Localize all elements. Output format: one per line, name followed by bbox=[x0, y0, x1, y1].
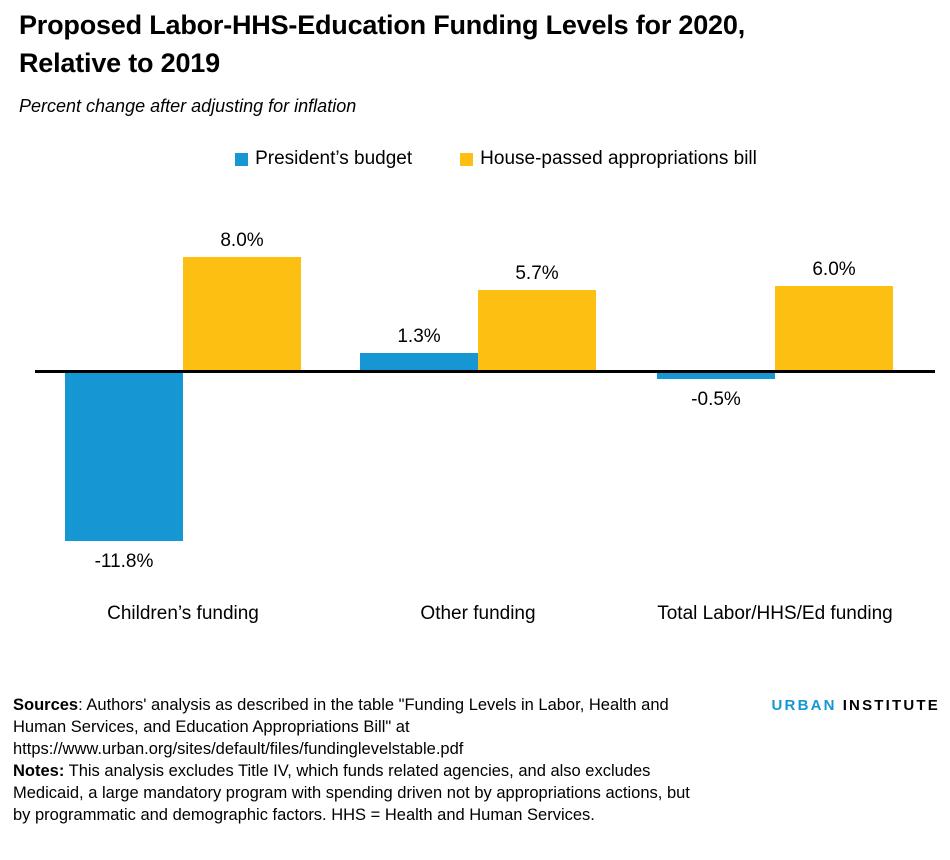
legend-swatch-blue-icon bbox=[235, 152, 249, 166]
value-label-house-passed-appropriations-bill-children-s-funding: 8.0% bbox=[220, 230, 264, 251]
logo-urban-text: URBAN bbox=[771, 697, 837, 714]
sources-paragraph: Sources: Authors' analysis as described … bbox=[13, 694, 705, 760]
sources-label: Sources bbox=[13, 696, 79, 714]
x-axis-line bbox=[35, 370, 935, 373]
category-label-other-funding: Other funding bbox=[420, 603, 536, 624]
value-label-house-passed-appropriations-bill-total-labor-hhs-ed-funding: 6.0% bbox=[812, 259, 856, 280]
bar-president-s-budget-total-labor-hhs-ed-funding bbox=[657, 372, 775, 379]
title-line-2: Relative to 2019 bbox=[19, 48, 220, 78]
bar-house-passed-appropriations-bill-children-s-funding bbox=[183, 257, 301, 372]
value-label-president-s-budget-other-funding: 1.3% bbox=[397, 326, 441, 347]
sources-text: : Authors' analysis as described in the … bbox=[13, 696, 669, 758]
value-label-president-s-budget-total-labor-hhs-ed-funding: -0.5% bbox=[691, 389, 741, 410]
bar-president-s-budget-children-s-funding bbox=[65, 372, 183, 541]
chart-legend: President’s budget House-passed appropri… bbox=[0, 148, 950, 170]
category-label-total-labor-hhs-ed-funding: Total Labor/HHS/Ed funding bbox=[657, 603, 893, 624]
legend-swatch-yellow-icon bbox=[460, 152, 474, 166]
value-label-president-s-budget-children-s-funding: -11.8% bbox=[94, 551, 154, 572]
value-label-house-passed-appropriations-bill-other-funding: 5.7% bbox=[515, 263, 559, 284]
title-line-1: Proposed Labor-HHS-Education Funding Lev… bbox=[19, 10, 745, 40]
urban-institute-logo: URBAN INSTITUTE bbox=[772, 697, 940, 714]
chart-subtitle: Percent change after adjusting for infla… bbox=[19, 96, 357, 116]
source-and-notes: Sources: Authors' analysis as described … bbox=[13, 694, 705, 826]
bar-house-passed-appropriations-bill-total-labor-hhs-ed-funding bbox=[775, 286, 893, 372]
bar-president-s-budget-other-funding bbox=[360, 353, 478, 372]
logo-institute-text: INSTITUTE bbox=[842, 697, 940, 714]
notes-text: This analysis excludes Title IV, which f… bbox=[13, 762, 690, 824]
legend-item-house-bill: House-passed appropriations bill bbox=[460, 148, 757, 170]
notes-label: Notes: bbox=[13, 762, 65, 780]
legend-label-house-bill: House-passed appropriations bill bbox=[480, 148, 757, 169]
legend-item-presidents-budget: President’s budget bbox=[235, 148, 412, 170]
category-label-children-s-funding: Children’s funding bbox=[107, 603, 259, 624]
notes-paragraph: Notes: This analysis excludes Title IV, … bbox=[13, 760, 705, 826]
bar-house-passed-appropriations-bill-other-funding bbox=[478, 290, 596, 372]
chart-title: Proposed Labor-HHS-Education Funding Lev… bbox=[19, 6, 929, 82]
legend-label-presidents-budget: President’s budget bbox=[255, 148, 413, 169]
